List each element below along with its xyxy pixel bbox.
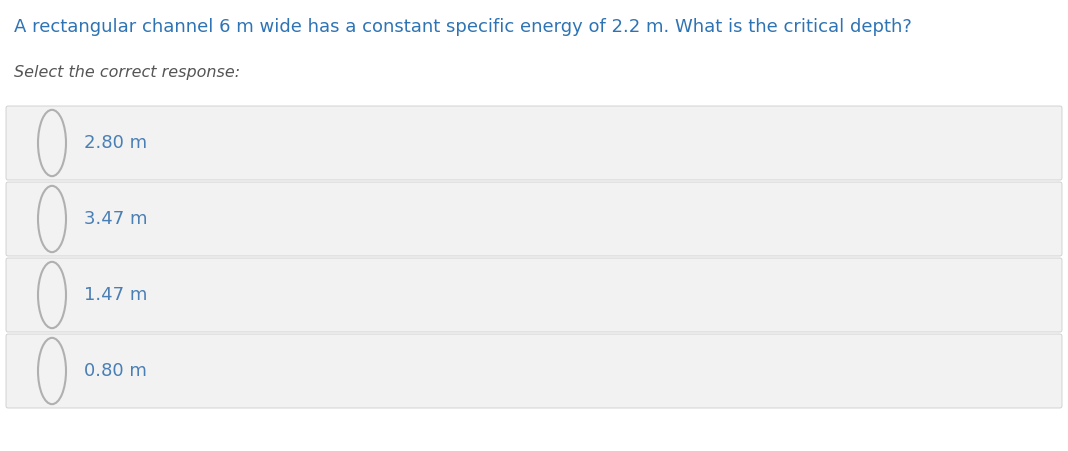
FancyBboxPatch shape [6,106,1062,180]
FancyBboxPatch shape [6,258,1062,332]
Text: 3.47 m: 3.47 m [84,210,147,228]
Text: 1.47 m: 1.47 m [84,286,147,304]
Text: 0.80 m: 0.80 m [84,362,147,380]
Text: A rectangular channel 6 m wide has a constant specific energy of 2.2 m. What is : A rectangular channel 6 m wide has a con… [14,18,912,36]
Text: 2.80 m: 2.80 m [84,134,147,152]
Text: Select the correct response:: Select the correct response: [14,65,240,80]
FancyBboxPatch shape [6,334,1062,408]
FancyBboxPatch shape [6,182,1062,256]
